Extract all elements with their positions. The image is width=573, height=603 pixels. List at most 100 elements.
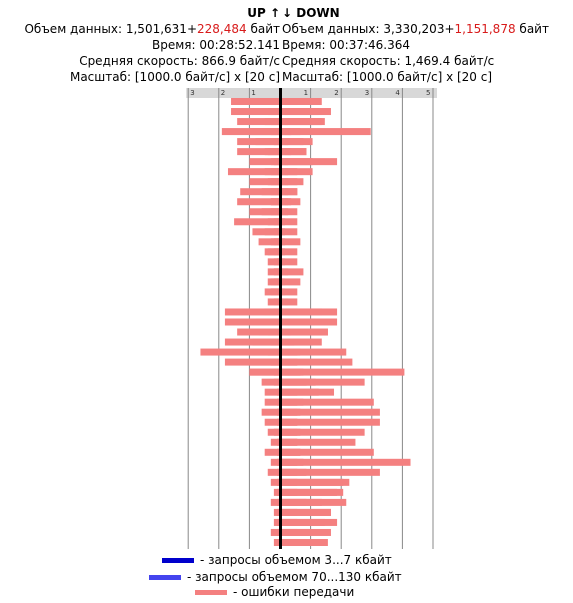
legend-item-error: - ошибки передачи xyxy=(195,585,354,599)
up-bar xyxy=(270,498,280,506)
down-scale-label: Масштаб: xyxy=(282,70,344,84)
up-bar xyxy=(237,148,280,156)
down-bar xyxy=(282,228,286,236)
down-bar xyxy=(282,298,289,306)
down-bar xyxy=(282,228,298,236)
down-bar xyxy=(282,478,350,486)
down-tick-band xyxy=(282,88,437,98)
down-bar xyxy=(282,468,298,476)
up-bar xyxy=(270,128,280,136)
up-bar xyxy=(270,238,280,246)
down-bar xyxy=(282,198,289,206)
up-bar xyxy=(270,528,280,536)
down-bar xyxy=(282,108,319,116)
up-bar xyxy=(249,348,280,356)
down-bar xyxy=(282,178,289,186)
up-data-volume: Объем данных: 1,501,631+228,484 байт xyxy=(24,22,280,36)
up-bar xyxy=(264,118,280,126)
up-bar xyxy=(270,478,280,486)
down-bar xyxy=(282,378,365,386)
up-bar xyxy=(264,388,280,396)
down-title: ↓ DOWN xyxy=(282,6,340,20)
down-scale-value: [1000.0 байт/с] x [20 с] xyxy=(346,70,493,84)
down-bar xyxy=(282,148,292,156)
down-bar xyxy=(282,528,331,536)
down-bar xyxy=(282,238,301,246)
down-data-label: Объем данных: xyxy=(282,22,380,36)
down-speed-value: 1,469.4 байт/с xyxy=(404,54,495,68)
down-bar xyxy=(282,458,411,466)
up-time-value: 00:28:52.141 xyxy=(199,38,280,52)
down-bar xyxy=(282,448,301,456)
up-bar xyxy=(261,208,280,216)
down-bar xyxy=(282,278,286,286)
down-tick-label: 4 xyxy=(395,89,400,97)
down-bar xyxy=(282,388,335,396)
down-bar xyxy=(282,358,298,366)
up-bar xyxy=(249,358,280,366)
up-bar xyxy=(273,488,280,496)
down-bar xyxy=(282,508,298,516)
down-bar xyxy=(282,208,298,216)
down-bar xyxy=(282,418,380,426)
down-time: Время: 00:37:46.364 xyxy=(282,38,410,52)
down-bar xyxy=(282,318,338,326)
up-bar xyxy=(270,158,280,166)
down-bar xyxy=(282,368,301,376)
down-speed-label: Средняя скорость: xyxy=(282,54,401,68)
up-bar xyxy=(273,268,280,276)
down-bar xyxy=(282,158,289,166)
up-bar xyxy=(273,228,280,236)
down-bar xyxy=(282,438,298,446)
up-title: UP ↑ xyxy=(247,6,280,20)
down-bar xyxy=(282,298,298,306)
up-bar xyxy=(261,408,280,416)
down-bar xyxy=(282,518,298,526)
up-bar xyxy=(224,338,280,346)
up-arrow-icon: ↑ xyxy=(269,6,280,20)
down-tick-label: 2 xyxy=(334,89,338,97)
down-bar xyxy=(282,128,371,136)
up-bar xyxy=(273,298,280,306)
up-bar xyxy=(273,248,280,256)
down-bar xyxy=(282,288,298,296)
down-bar xyxy=(282,278,301,286)
legend-swatch-large xyxy=(149,575,181,580)
down-bar xyxy=(282,398,374,406)
legend-label-error: - ошибки передачи xyxy=(233,585,355,599)
down-bar xyxy=(282,428,365,436)
down-bar xyxy=(282,98,322,106)
up-tick-label: 3 xyxy=(190,89,194,97)
down-time-value: 00:37:46.364 xyxy=(329,38,410,52)
up-bar xyxy=(264,248,280,256)
down-tick-label: 5 xyxy=(426,89,430,97)
legend-swatch-error xyxy=(195,590,227,595)
up-bar xyxy=(252,228,280,236)
legend-swatch-small xyxy=(162,558,194,563)
down-bar xyxy=(282,478,298,486)
up-bar xyxy=(270,318,280,326)
legend-item-small: - запросы объемом 3...7 кбайт xyxy=(162,553,392,567)
up-bar xyxy=(273,308,280,316)
up-bar xyxy=(249,178,280,186)
down-bar xyxy=(282,158,313,166)
up-time-label: Время: xyxy=(152,38,196,52)
up-bar xyxy=(270,198,280,206)
down-bar xyxy=(282,408,298,416)
up-bar xyxy=(234,218,280,226)
up-tick-label: 2 xyxy=(221,89,225,97)
down-time-label: Время: xyxy=(282,38,326,52)
down-bar xyxy=(282,268,289,276)
down-bar xyxy=(282,488,298,496)
up-bar xyxy=(273,508,280,516)
legend-label-large: - запросы объемом 70...130 кбайт xyxy=(187,570,402,584)
down-bar xyxy=(282,438,356,446)
up-bar xyxy=(231,98,280,106)
down-bar xyxy=(282,218,298,226)
up-bar xyxy=(258,328,280,336)
up-data-label: Объем данных: xyxy=(24,22,123,36)
down-tick-label: 1 xyxy=(304,89,308,97)
up-data-plus: + xyxy=(186,22,197,36)
down-bar xyxy=(282,308,298,316)
up-bar xyxy=(273,218,280,226)
